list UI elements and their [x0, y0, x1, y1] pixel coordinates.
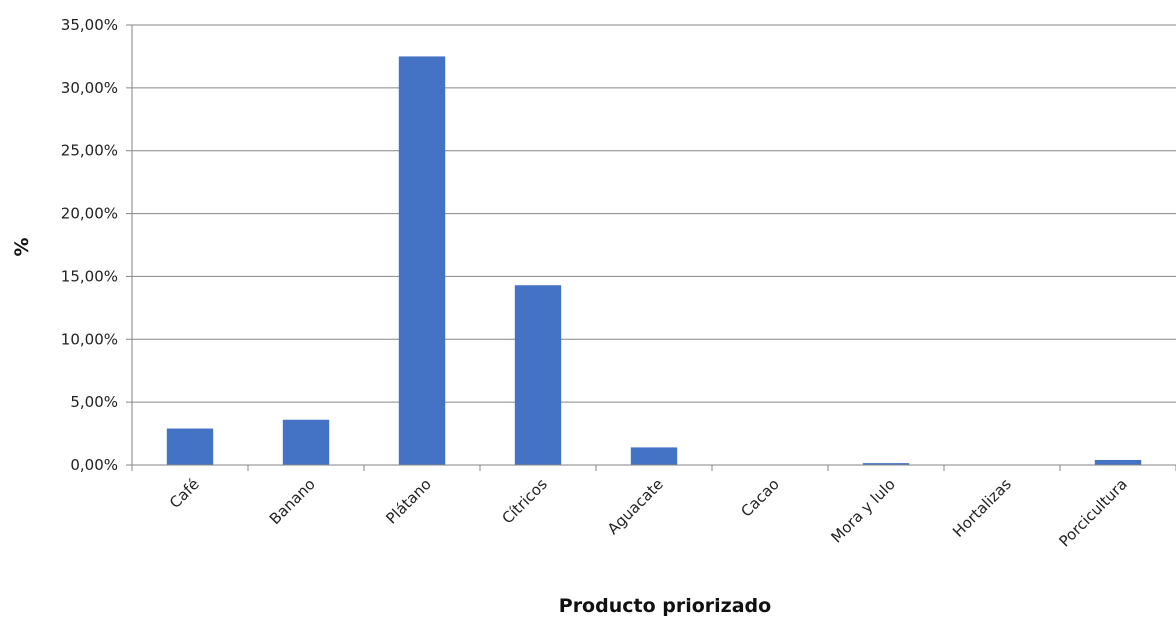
- y-tick-label: 5,00%: [70, 393, 118, 411]
- bar: [630, 447, 678, 465]
- gridlines: [126, 24, 1176, 466]
- x-tick-label: Cacao: [737, 475, 782, 520]
- x-tick-label: Hortalizas: [949, 475, 1015, 541]
- y-tick-label: 15,00%: [61, 267, 118, 285]
- bar: [282, 419, 330, 465]
- y-tick-label: 10,00%: [61, 330, 118, 348]
- y-tick-label: 20,00%: [61, 205, 118, 223]
- bars: [166, 56, 1142, 466]
- x-tick-label: Banano: [266, 475, 319, 528]
- y-tick-label: 35,00%: [61, 16, 118, 34]
- x-axis-tick-labels: Café Banano Plátano Cítricos Aguacate Cacao Mo…: [166, 475, 1131, 551]
- y-tick-label: 25,00%: [61, 142, 118, 160]
- bar: [862, 463, 910, 465]
- x-tick-label: Aguacate: [604, 475, 667, 538]
- bar: [514, 285, 562, 465]
- x-tick-label: Cítricos: [498, 475, 551, 528]
- x-tick-label: Mora y lulo: [827, 475, 898, 546]
- x-tick-label: Plátano: [382, 475, 434, 527]
- bar: [166, 428, 214, 465]
- y-axis-tick-labels: 0,00% 5,00% 10,00% 15,00% 20,00% 25,00% 30,00%…: [61, 16, 118, 474]
- bar: [398, 56, 446, 466]
- x-tick-label: Porcicultura: [1055, 475, 1130, 550]
- y-tick-label: 30,00%: [61, 79, 118, 97]
- x-axis-title: Producto priorizado: [559, 595, 771, 617]
- y-axis-title: %: [11, 237, 33, 256]
- bar: [1094, 459, 1142, 465]
- y-tick-label: 0,00%: [70, 456, 118, 474]
- x-tick-label: Café: [166, 475, 203, 512]
- axes: [131, 25, 1176, 471]
